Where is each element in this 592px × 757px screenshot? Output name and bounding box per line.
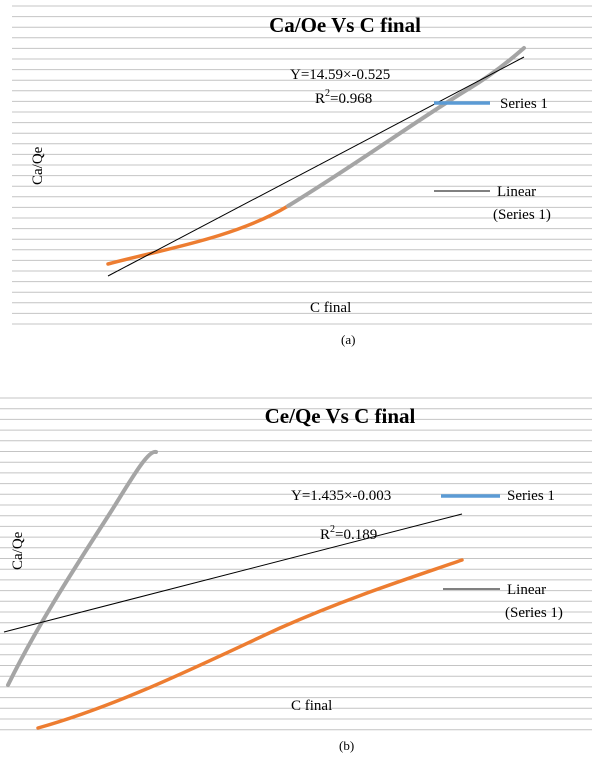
series-segment-orange-b	[36, 558, 464, 730]
y-axis-label-b: Ca/Qe	[10, 531, 26, 570]
r-squared-exponent-a: 2	[325, 88, 330, 99]
x-axis-label-a: C final	[310, 300, 351, 316]
trendline-a	[107, 56, 525, 277]
legend-label-series-a: Series 1	[500, 96, 548, 112]
chart-panel-a: Ca/Oe Vs C final Y=14.59×-0.525 R2=0.968…	[12, 5, 592, 347]
equation-b: Y=1.435×-0.003	[291, 488, 391, 504]
caption-a: (a)	[341, 332, 355, 347]
caption-b: (b)	[339, 738, 354, 753]
chart-title-a: Ca/Oe Vs C final	[269, 13, 421, 37]
legend-label-linear-b: Linear	[507, 582, 546, 598]
r-squared-value-b: =0.189	[335, 527, 377, 543]
r-squared-b: R2=0.189	[320, 524, 377, 543]
r-squared-a: R2=0.968	[315, 88, 372, 107]
series-segment-gray-a	[286, 46, 526, 208]
legend-label-linear-sub-b: (Series 1)	[505, 605, 563, 621]
gridlines-a	[12, 5, 592, 325]
trendline-b	[3, 513, 463, 633]
legend-label-linear-a: Linear	[497, 184, 536, 200]
equation-a: Y=14.59×-0.525	[290, 67, 390, 83]
gridlines-b	[0, 397, 592, 731]
legend-label-linear-sub-a: (Series 1)	[493, 207, 551, 223]
chart-panel-b: Ce/Qe Vs C final Y=1.435×-0.003 R2=0.189…	[0, 397, 592, 753]
y-axis-label-a: Ca/Qe	[30, 146, 46, 185]
r-squared-exponent-b: 2	[330, 524, 335, 535]
r-squared-symbol-b: R	[320, 527, 330, 543]
legend-label-series-b: Series 1	[507, 488, 555, 504]
r-squared-value-a: =0.968	[330, 91, 372, 107]
series-segment-gray-b	[6, 450, 158, 687]
x-axis-label-b: C final	[291, 698, 332, 714]
chart-title-b: Ce/Qe Vs C final	[265, 404, 416, 428]
r-squared-symbol-a: R	[315, 91, 325, 107]
series-segment-orange-a	[106, 204, 290, 266]
